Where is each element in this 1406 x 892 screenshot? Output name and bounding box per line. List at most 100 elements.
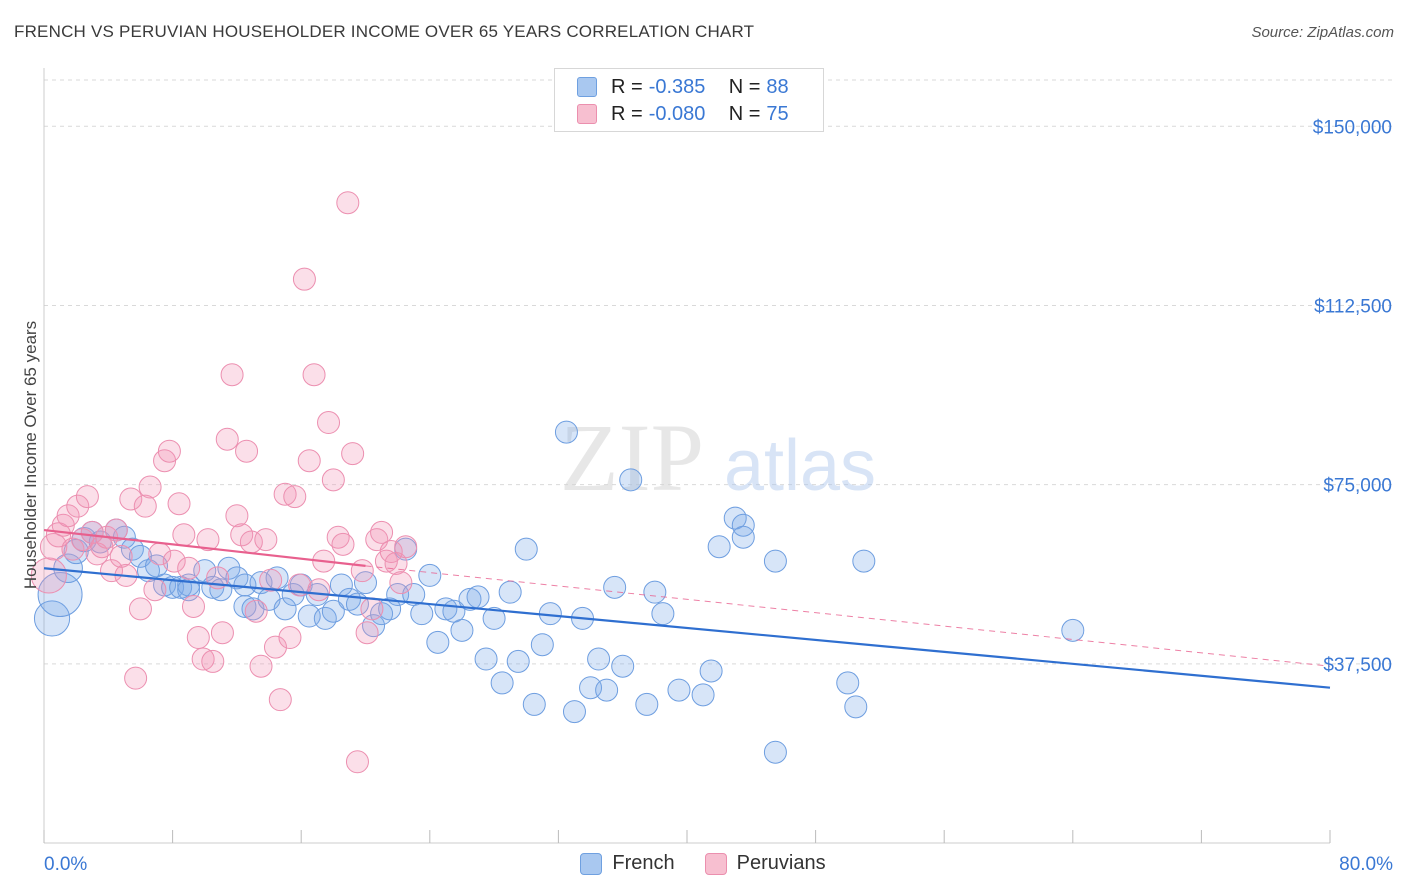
- peruvian-point: [201, 649, 225, 673]
- french-swatch: [577, 77, 597, 97]
- stats-row-peruvians: R = -0.080 N = 75: [577, 102, 789, 126]
- peruvian-point: [302, 363, 326, 387]
- x-tick-label: 0.0%: [44, 854, 87, 875]
- peruvian-point: [326, 525, 350, 549]
- french-point: [177, 573, 201, 597]
- y-tick-label: $75,000: [1323, 476, 1392, 497]
- french-point: [458, 587, 482, 611]
- french-point: [321, 599, 345, 623]
- peruvian-point: [119, 487, 143, 511]
- peruvian-point: [355, 621, 379, 645]
- peruvian-point: [317, 411, 341, 435]
- legend-item-french[interactable]: French: [580, 852, 675, 875]
- french-point: [498, 580, 522, 604]
- r-value: -0.080: [648, 102, 706, 125]
- french-point: [603, 575, 627, 599]
- y-tick-label: $112,500: [1314, 296, 1392, 317]
- peruvian-point: [235, 439, 259, 463]
- french-regression-line: [43, 567, 1331, 689]
- n-label: N =: [728, 75, 761, 98]
- peruvian-point: [80, 520, 104, 544]
- peruvian-point: [196, 528, 220, 552]
- french-point: [273, 597, 297, 621]
- peruvian-point: [143, 578, 167, 602]
- french-point: [731, 525, 755, 549]
- peruvian-point: [394, 535, 418, 559]
- peruvian-point: [230, 523, 254, 547]
- peruvian-point: [167, 492, 191, 516]
- stats-row-french: R = -0.385 N = 88: [577, 75, 789, 99]
- axes: [43, 68, 1331, 844]
- peruvian-point: [350, 559, 374, 583]
- peruvian-point: [75, 485, 99, 509]
- peruvian-point: [254, 528, 278, 552]
- peruvian-point: [30, 557, 67, 594]
- peruvian-point: [177, 556, 201, 580]
- peruvian-point: [345, 750, 369, 774]
- peruvian-point: [186, 626, 210, 650]
- peruvian-point: [292, 267, 316, 291]
- peruvian-point: [39, 533, 68, 561]
- peruvian-point: [307, 578, 331, 602]
- n-value: 88: [766, 75, 789, 98]
- peruvian-point: [360, 597, 384, 621]
- peruvian-point: [162, 549, 186, 573]
- french-point: [707, 535, 731, 559]
- peruvian-point: [341, 442, 365, 466]
- french-point: [691, 683, 715, 707]
- peruvian-point: [128, 597, 152, 621]
- peruvian-point: [61, 537, 85, 561]
- french-point: [587, 647, 611, 671]
- french-point: [554, 420, 578, 444]
- peruvian-regression-line: [43, 528, 366, 567]
- peruvian-point: [283, 485, 307, 509]
- french-point: [562, 700, 586, 724]
- legend-item-peruvians[interactable]: Peruvians: [704, 852, 826, 875]
- french-point: [410, 602, 434, 626]
- peruvian-point: [138, 475, 162, 499]
- r-label: R =: [611, 102, 643, 125]
- french-swatch: [580, 852, 603, 875]
- stats-legend: R = -0.385 N = 88 R = -0.080 N = 75: [554, 68, 824, 132]
- french-points: [33, 420, 1085, 764]
- french-point: [434, 597, 458, 621]
- peruvian-point: [124, 666, 148, 690]
- peruvian-point: [225, 504, 249, 528]
- peruvian-points: [30, 191, 418, 774]
- peruvians-swatch: [577, 104, 597, 124]
- peruvian-point: [297, 449, 321, 473]
- french-point: [852, 549, 876, 573]
- peruvian-point: [109, 544, 133, 568]
- source-label: Source: ZipAtlas.com: [1251, 24, 1394, 41]
- peruvian-point: [56, 504, 80, 528]
- regression-lines: [43, 528, 1331, 689]
- french-point: [651, 602, 675, 626]
- watermark: ZIP atlas: [560, 404, 876, 511]
- chart-title: FRENCH VS PERUVIAN HOUSEHOLDER INCOME OV…: [14, 22, 755, 41]
- n-label: N =: [728, 102, 761, 125]
- french-point: [530, 633, 554, 657]
- axis-labels: $37,500 $75,000 $112,500 $150,000 0.0% 80.0%: [44, 117, 1393, 875]
- french-point: [619, 468, 643, 492]
- r-label: R =: [611, 75, 643, 98]
- peruvian-point: [389, 571, 413, 595]
- french-point: [490, 671, 514, 695]
- x-tick-label: 80.0%: [1339, 854, 1393, 875]
- french-point: [635, 692, 659, 716]
- peruvian-point: [181, 594, 205, 618]
- peruvian-regression-extension: [365, 565, 1331, 667]
- peruvian-point: [157, 439, 181, 463]
- peruvian-point: [336, 191, 360, 215]
- french-point: [1061, 618, 1085, 642]
- french-point: [482, 606, 506, 630]
- french-point: [426, 630, 450, 654]
- french-point: [763, 549, 787, 573]
- series-legend: French Peruvians: [0, 852, 1406, 875]
- french-point: [595, 678, 619, 702]
- peruvian-point: [133, 494, 157, 518]
- peruvian-point: [321, 468, 345, 492]
- peruvian-point: [331, 532, 355, 556]
- french-point: [466, 585, 490, 609]
- peruvian-point: [249, 654, 273, 678]
